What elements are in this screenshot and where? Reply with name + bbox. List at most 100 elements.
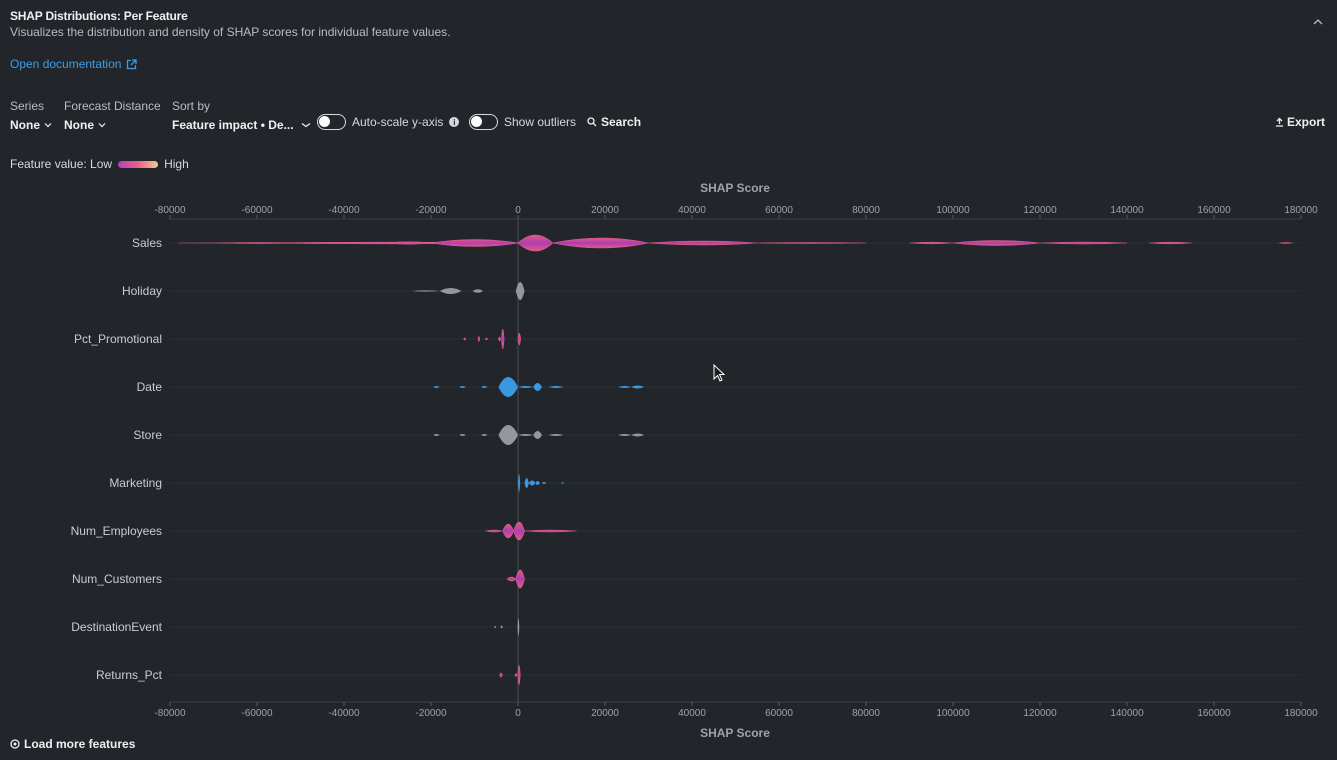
series-control: Series None [10, 99, 52, 134]
violin-segment [430, 239, 519, 247]
x-tick-label-top: 160000 [1197, 205, 1231, 216]
autoscale-toggle[interactable]: Auto-scale y-axis i [317, 114, 460, 130]
violin-segment [1148, 241, 1193, 245]
violin-segment [506, 576, 517, 582]
feature-label: Marketing [109, 476, 162, 490]
feature-label: Returns_Pct [96, 668, 163, 682]
x-axis-title-bottom: SHAP Score [700, 726, 770, 740]
outliers-toggle[interactable]: Show outliers [469, 114, 576, 130]
violin-segment [481, 386, 488, 388]
autoscale-label: Auto-scale y-axis [352, 115, 444, 129]
violin-segment [514, 673, 518, 677]
violin-segment [533, 431, 542, 439]
violin-segment [517, 332, 521, 346]
sort-by-dropdown[interactable]: Feature impact • De... [172, 118, 311, 132]
chevron-up-icon [1313, 19, 1323, 25]
violin-segment [494, 626, 497, 628]
autoscale-switch[interactable] [317, 114, 346, 130]
violin-segment [631, 385, 645, 389]
open-documentation-link[interactable]: Open documentation [10, 57, 138, 71]
x-tick-label-bottom: 100000 [936, 708, 970, 719]
violin-segment [524, 478, 529, 488]
feature-label: Date [137, 380, 163, 394]
violin-segment [517, 234, 554, 252]
violin-segment [439, 288, 462, 294]
search-button[interactable]: Search [587, 115, 641, 129]
upload-icon [1275, 117, 1283, 127]
x-tick-label-top: 140000 [1110, 205, 1144, 216]
forecast-distance-dropdown[interactable]: None [64, 118, 106, 132]
load-more-features-button[interactable]: Load more features [10, 737, 135, 751]
series-value: None [10, 118, 40, 132]
x-tick-label-top: 20000 [591, 205, 619, 216]
feature-label: Holiday [122, 284, 162, 298]
violin-segment [757, 242, 867, 244]
x-tick-label-top: 120000 [1023, 205, 1057, 216]
violin-segment [433, 386, 440, 388]
violin-segment [501, 328, 505, 350]
violin-segment [477, 336, 481, 342]
legend-gradient [118, 160, 159, 168]
x-tick-label-top: 60000 [765, 205, 793, 216]
outliers-label: Show outliers [504, 115, 577, 129]
violin-segment [952, 240, 1041, 246]
chevron-down-icon [301, 123, 310, 128]
x-tick-label-bottom: -20000 [415, 708, 447, 719]
violin-segment [618, 434, 632, 436]
violin-segment [502, 523, 514, 539]
violin-segment [513, 521, 525, 541]
info-icon[interactable]: i [449, 117, 460, 127]
violin-segment [387, 241, 432, 245]
violin-segment [433, 434, 440, 436]
series-label: Series [10, 99, 45, 113]
x-tick-label-bottom: -80000 [154, 708, 186, 719]
x-tick-label-top: 80000 [852, 205, 880, 216]
doc-link-label: Open documentation [10, 57, 122, 71]
collapse-button[interactable] [1313, 14, 1323, 25]
violin-segment [631, 433, 645, 437]
x-tick-label-top: 100000 [936, 205, 970, 216]
x-tick-label-bottom: 120000 [1023, 708, 1057, 719]
sort-by-value: Feature impact • De... [172, 118, 294, 132]
violin-segment [561, 482, 564, 484]
external-link-icon [127, 58, 138, 69]
x-tick-label-top: -40000 [328, 205, 360, 216]
violin-segment [499, 672, 503, 678]
forecast-distance-control: Forecast Distance None [64, 99, 161, 134]
violin-segment [1039, 241, 1128, 245]
feature-label: Num_Employees [71, 524, 162, 538]
load-more-label: Load more features [24, 737, 136, 751]
legend-low-label: Feature value: Low [10, 157, 113, 171]
x-tick-label-top: -60000 [241, 205, 273, 216]
mouse-cursor-icon [713, 363, 726, 382]
x-tick-label-top: -80000 [154, 205, 186, 216]
violin-segment [411, 290, 440, 292]
x-tick-label-bottom: 20000 [591, 708, 619, 719]
export-button[interactable]: Export [1275, 115, 1325, 129]
violin-segment [548, 434, 564, 436]
violin-segment [528, 480, 536, 486]
sort-by-control: Sort by Feature impact • De... [172, 99, 311, 134]
search-icon [587, 117, 597, 127]
sort-by-label: Sort by [172, 99, 211, 113]
violin-segment [498, 425, 518, 445]
search-label: Search [601, 115, 642, 129]
violin-segment [481, 434, 488, 436]
violin-segment [485, 337, 488, 341]
violin-segment [472, 289, 484, 293]
x-tick-label-bottom: 40000 [678, 708, 706, 719]
violin-segment [535, 481, 540, 485]
series-dropdown[interactable]: None [10, 118, 52, 132]
violin-segment [517, 618, 520, 636]
x-tick-label-bottom: 60000 [765, 708, 793, 719]
chevron-down-icon [44, 123, 52, 128]
x-tick-label-top: -20000 [415, 205, 447, 216]
feature-label: Store [133, 428, 162, 442]
violin-segment [517, 664, 521, 686]
outliers-switch[interactable] [469, 114, 498, 130]
feature-value-legend: Feature value: Low High [10, 157, 189, 171]
violin-segment [552, 237, 649, 249]
chevron-down-icon [98, 123, 106, 128]
forecast-distance-label: Forecast Distance [64, 99, 161, 113]
x-axis-title-top: SHAP Score [700, 181, 770, 195]
